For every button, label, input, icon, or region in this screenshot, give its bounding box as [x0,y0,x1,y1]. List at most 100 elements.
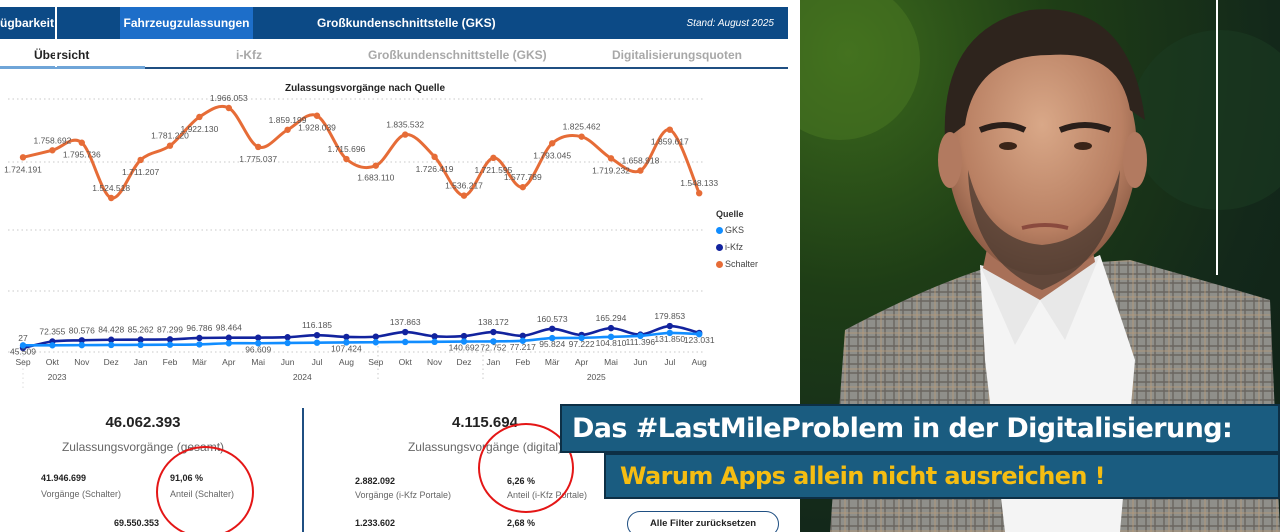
kpi-digital-value: 4.115.694 [452,414,518,431]
nav-item-fahrzeugzulassungen[interactable]: Fahrzeugzulassungen [120,7,253,39]
legend-label: i-Kfz [725,242,743,252]
svg-text:Dez: Dez [104,357,119,367]
svg-text:97.222: 97.222 [569,339,595,349]
nav-item-gks[interactable]: Großkundenschnittstelle (GKS) [311,7,502,39]
tab-gks[interactable]: Großkundenschnittstelle (GKS) [368,48,547,62]
svg-text:1.711.207: 1.711.207 [122,167,159,177]
svg-text:1.536.217: 1.536.217 [445,181,483,191]
svg-text:Jul: Jul [664,357,675,367]
svg-text:1.781.220: 1.781.220 [151,131,189,141]
kpi-schalter-count-label: Vorgänge (Schalter) [41,489,122,499]
tab-digitalisierungsquoten[interactable]: Digitalisierungsquoten [612,48,743,62]
svg-text:104.810: 104.810 [596,338,627,348]
svg-text:96.786: 96.786 [186,323,212,333]
image-divider [55,7,57,67]
kpi-gks-count-value: 1.233.602 [355,518,396,528]
svg-text:116.185: 116.185 [302,320,332,330]
svg-text:85.262: 85.262 [128,325,154,335]
svg-text:Jan: Jan [134,357,148,367]
svg-text:Aug: Aug [692,357,707,367]
svg-text:1.966.053: 1.966.053 [210,93,248,103]
kpi-ikfz-count-label: Vorgänge (i-Kfz Portale) [355,490,452,500]
nav-label: ügbarkeit [0,16,55,30]
legend-dot-icon [716,243,723,251]
svg-text:1.775.037: 1.775.037 [239,154,277,164]
kpi-gks-share-value: 2,68 % [507,518,536,528]
svg-text:Feb: Feb [515,357,530,367]
svg-text:1.724.191: 1.724.191 [4,164,42,174]
svg-text:96.609: 96.609 [245,344,271,354]
legend-title: Quelle [716,209,744,219]
svg-text:Jun: Jun [281,357,295,367]
svg-text:160.573: 160.573 [537,314,568,324]
dashboard-screenshot: ügbarkeit Fahrzeugzulassungen Großkunden… [0,7,788,532]
kpi-schalter-count-value: 41.946.699 [41,473,87,483]
legend-item-ikfz[interactable]: i-Kfz [716,242,758,252]
svg-text:Dez: Dez [456,357,471,367]
nav-item-verfuegbarkeit[interactable]: ügbarkeit [0,7,62,39]
svg-text:179.853: 179.853 [654,311,685,321]
svg-text:1.577.789: 1.577.789 [504,172,542,182]
red-circle-annotation [156,446,254,532]
svg-text:Okt: Okt [399,357,413,367]
legend-item-gks[interactable]: GKS [716,225,758,235]
svg-text:1.719.232: 1.719.232 [592,165,630,175]
svg-text:45.509: 45.509 [10,346,36,356]
svg-text:95.824: 95.824 [539,339,565,349]
svg-text:Jan: Jan [487,357,501,367]
svg-text:72.355: 72.355 [39,326,65,336]
red-circle-annotation [478,423,574,513]
svg-text:1.793.045: 1.793.045 [533,150,571,160]
kpi-separator [302,408,304,532]
chart-legend: Quelle GKS i-Kfz Schalter [716,209,758,276]
svg-text:111.396: 111.396 [626,337,656,347]
svg-text:2024: 2024 [293,372,312,382]
stand-date: Stand: August 2025 [686,17,774,29]
subheadline-banner: Warum Apps allein nicht ausreichen ! [604,453,1280,499]
svg-text:1.859.617: 1.859.617 [651,137,689,147]
svg-text:84.428: 84.428 [98,325,124,335]
svg-text:Sep: Sep [368,357,383,367]
svg-text:131.850: 131.850 [654,334,685,344]
svg-text:98.464: 98.464 [216,323,242,333]
svg-text:72.752: 72.752 [480,342,506,352]
legend-label: GKS [725,225,745,235]
line-chart: 1.724.191 1.758.692 1.795.736 1.524.518 1.71… [4,93,718,390]
svg-text:137.863: 137.863 [390,317,421,327]
svg-text:2025: 2025 [587,372,606,382]
tab-uebersicht[interactable]: Übersicht [34,48,90,62]
tab-ikfz[interactable]: i-Kfz [236,48,262,62]
legend-item-schalter[interactable]: Schalter [716,259,758,269]
svg-text:87.299: 87.299 [157,324,183,334]
svg-text:165.294: 165.294 [596,313,627,323]
svg-text:1.721.595: 1.721.595 [474,165,512,175]
chart-title: Zulassungsvorgänge nach Quelle [284,83,446,94]
svg-text:1.835.532: 1.835.532 [386,120,424,130]
svg-text:1.859.199: 1.859.199 [269,115,307,125]
svg-text:1.825.462: 1.825.462 [563,122,601,132]
svg-text:123.031: 123.031 [684,335,715,345]
svg-text:Apr: Apr [222,357,235,367]
top-navigation: ügbarkeit Fahrzeugzulassungen Großkunden… [0,7,788,39]
svg-text:Mai: Mai [251,357,265,367]
svg-text:Sep: Sep [15,357,30,367]
svg-text:1.795.736: 1.795.736 [63,150,101,160]
svg-text:1.683.110: 1.683.110 [357,173,394,183]
svg-text:140.692: 140.692 [449,343,480,353]
svg-text:Feb: Feb [163,357,178,367]
reset-filters-button[interactable]: Alle Filter zurücksetzen [627,511,779,532]
svg-text:Nov: Nov [427,357,443,367]
kpi-ikfz-count-value: 2.882.092 [355,476,396,486]
sub-tabs: Übersicht i-Kfz Großkundenschnittstelle … [0,43,788,69]
svg-text:138.172: 138.172 [478,317,509,327]
svg-text:1.928.039: 1.928.039 [298,123,336,133]
svg-text:Mai: Mai [604,357,618,367]
svg-text:1.658.918: 1.658.918 [621,156,659,166]
svg-text:Jul: Jul [312,357,323,367]
svg-text:2023: 2023 [48,372,67,382]
active-tab-indicator [0,66,145,69]
svg-text:1.726.419: 1.726.419 [416,164,454,174]
svg-text:Jun: Jun [634,357,648,367]
svg-text:1.922.130: 1.922.130 [180,124,218,134]
portrait-illustration [800,0,1280,532]
